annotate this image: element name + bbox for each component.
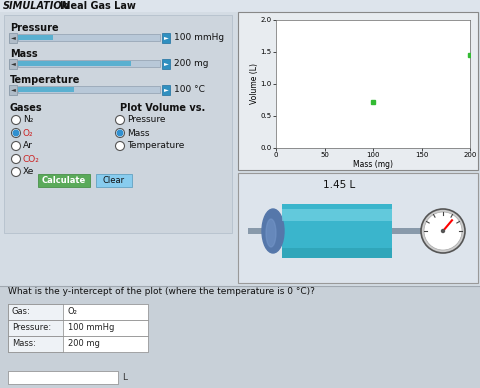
Text: Clear: Clear	[103, 176, 125, 185]
Text: CO₂: CO₂	[23, 154, 40, 163]
FancyBboxPatch shape	[281, 209, 391, 221]
Circle shape	[115, 128, 124, 137]
FancyBboxPatch shape	[18, 60, 160, 67]
Circle shape	[441, 229, 444, 232]
Text: Pressure:: Pressure:	[12, 324, 51, 333]
X-axis label: Mass (mg): Mass (mg)	[352, 159, 392, 168]
Text: O₂: O₂	[23, 128, 34, 137]
Circle shape	[115, 142, 124, 151]
FancyBboxPatch shape	[9, 33, 17, 43]
Circle shape	[423, 212, 461, 250]
Text: ◄: ◄	[11, 88, 15, 92]
Text: ◄: ◄	[11, 62, 15, 66]
Circle shape	[420, 209, 464, 253]
Text: L: L	[122, 373, 127, 382]
Text: Temperature: Temperature	[10, 75, 80, 85]
FancyBboxPatch shape	[18, 35, 53, 40]
Text: Temperature: Temperature	[127, 142, 184, 151]
Text: Calculate: Calculate	[42, 176, 86, 185]
Text: ►: ►	[163, 88, 168, 92]
Circle shape	[13, 130, 19, 136]
Circle shape	[12, 142, 21, 151]
Text: What is the y-intercept of the plot (where the temperature is 0 °C)?: What is the y-intercept of the plot (whe…	[8, 288, 314, 296]
Ellipse shape	[262, 209, 283, 253]
FancyBboxPatch shape	[18, 87, 74, 92]
Circle shape	[12, 168, 21, 177]
Text: Ideal Gas Law: Ideal Gas Law	[60, 1, 135, 11]
FancyBboxPatch shape	[18, 86, 160, 93]
FancyBboxPatch shape	[8, 336, 148, 352]
FancyBboxPatch shape	[96, 174, 132, 187]
FancyBboxPatch shape	[0, 0, 480, 12]
Text: 200 mg: 200 mg	[174, 59, 208, 69]
FancyBboxPatch shape	[238, 173, 477, 283]
Text: Mass:: Mass:	[12, 340, 36, 348]
FancyBboxPatch shape	[238, 12, 477, 170]
Text: SIMULATION: SIMULATION	[3, 1, 71, 11]
FancyBboxPatch shape	[18, 34, 160, 41]
FancyBboxPatch shape	[281, 248, 391, 258]
FancyBboxPatch shape	[8, 320, 148, 336]
Text: 100 °C: 100 °C	[174, 85, 204, 95]
FancyBboxPatch shape	[0, 12, 480, 388]
Ellipse shape	[265, 219, 276, 247]
Text: 1.45 L: 1.45 L	[322, 180, 354, 190]
Text: 100 mmHg: 100 mmHg	[174, 33, 224, 43]
Circle shape	[115, 116, 124, 125]
Text: Xe: Xe	[23, 168, 34, 177]
Text: N₂: N₂	[23, 116, 33, 125]
FancyBboxPatch shape	[391, 228, 426, 234]
Text: ►: ►	[163, 35, 168, 40]
Y-axis label: Volume (L): Volume (L)	[250, 64, 259, 104]
Text: Mass: Mass	[127, 128, 149, 137]
Circle shape	[12, 154, 21, 163]
FancyBboxPatch shape	[0, 286, 480, 388]
Circle shape	[117, 130, 122, 136]
Circle shape	[12, 116, 21, 125]
Text: Gas:: Gas:	[12, 308, 31, 317]
FancyBboxPatch shape	[8, 371, 118, 384]
FancyBboxPatch shape	[18, 61, 131, 66]
Text: 100 mmHg: 100 mmHg	[68, 324, 114, 333]
FancyBboxPatch shape	[8, 320, 63, 336]
FancyBboxPatch shape	[8, 336, 63, 352]
Text: Mass: Mass	[10, 49, 37, 59]
FancyBboxPatch shape	[281, 204, 391, 258]
Text: Pressure: Pressure	[10, 23, 59, 33]
Text: Pressure: Pressure	[127, 116, 165, 125]
FancyBboxPatch shape	[8, 304, 148, 320]
Text: ►: ►	[163, 62, 168, 66]
FancyBboxPatch shape	[8, 304, 63, 320]
Text: Gases: Gases	[10, 103, 43, 113]
Text: O₂: O₂	[68, 308, 78, 317]
FancyBboxPatch shape	[9, 85, 17, 95]
FancyBboxPatch shape	[4, 15, 231, 233]
FancyBboxPatch shape	[162, 33, 169, 43]
Text: 200 mg: 200 mg	[68, 340, 100, 348]
FancyBboxPatch shape	[162, 59, 169, 69]
Circle shape	[12, 128, 21, 137]
Text: Ar: Ar	[23, 142, 33, 151]
FancyBboxPatch shape	[38, 174, 90, 187]
Text: ◄: ◄	[11, 35, 15, 40]
FancyBboxPatch shape	[162, 85, 169, 95]
FancyBboxPatch shape	[9, 59, 17, 69]
Text: Plot Volume vs.: Plot Volume vs.	[120, 103, 205, 113]
FancyBboxPatch shape	[248, 228, 276, 234]
